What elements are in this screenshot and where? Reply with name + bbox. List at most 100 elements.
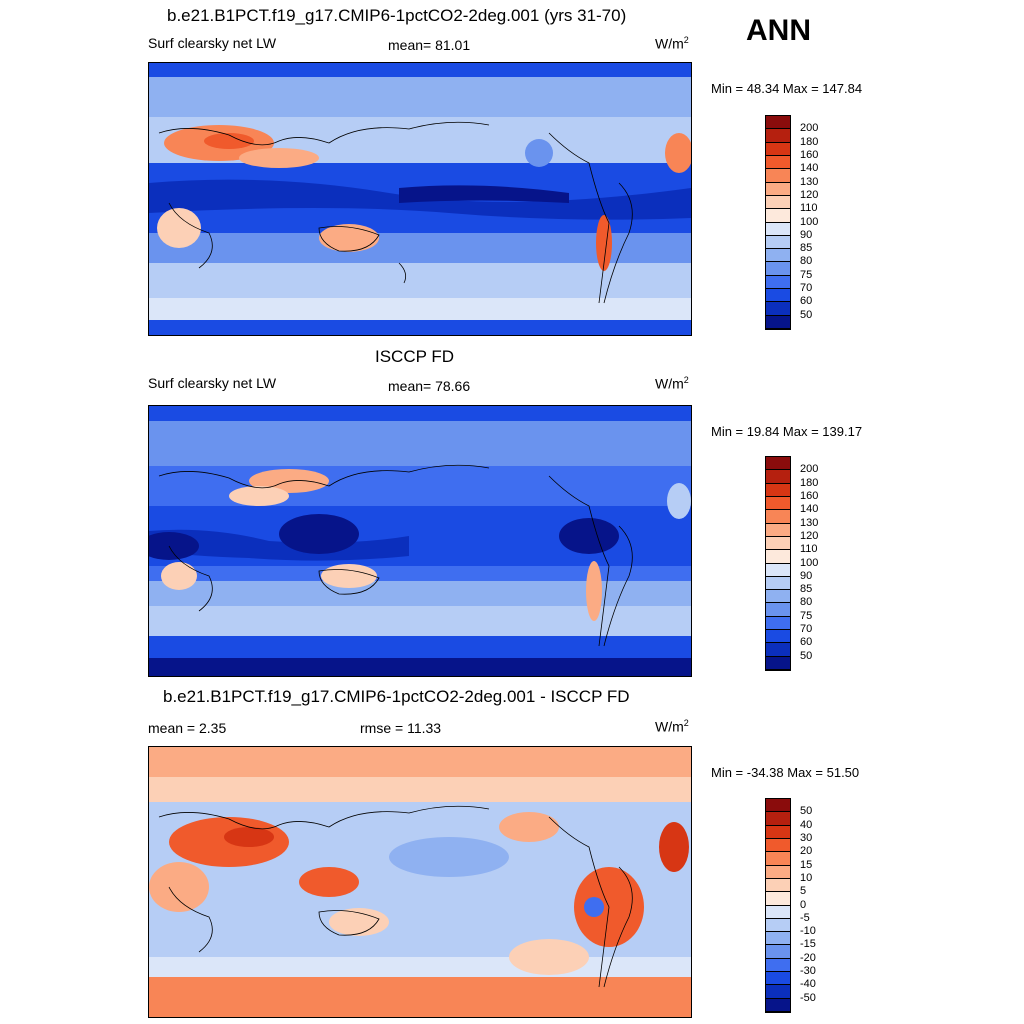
- colorbar-tick-label: 160: [800, 148, 819, 161]
- colorbar-tick-label: 100: [800, 215, 819, 228]
- colorbar-tick-label: 110: [800, 202, 818, 215]
- panel3-minmax: Min = -34.38 Max = 51.50: [711, 765, 860, 780]
- colorbar-box: [766, 972, 790, 986]
- colorbar-box: [766, 865, 790, 879]
- panel1-units: W/m2: [655, 35, 689, 52]
- colorbar-tick-label: -10: [800, 925, 816, 938]
- colorbar-box: [766, 536, 790, 551]
- panel1-mean-label: mean= 81.01: [388, 37, 471, 53]
- colorbar-tick-label: 70: [800, 282, 813, 295]
- colorbar-tick-label: 130: [800, 175, 819, 188]
- colorbar-box: [766, 998, 790, 1012]
- colorbar-box: [766, 116, 790, 130]
- colorbar-tick-label: -20: [800, 951, 816, 964]
- colorbar-box: [766, 155, 790, 170]
- colorbar-box: [766, 878, 790, 893]
- colorbar-tick-label: 10: [800, 871, 813, 884]
- colorbar-tick-label: 140: [800, 162, 819, 175]
- colorbar-box: [766, 603, 790, 617]
- colorbar-tick-label: 110: [800, 543, 818, 556]
- panel3-mean-label: mean = 2.35: [148, 720, 227, 736]
- panel1-minmax: Min = 48.34 Max = 147.84: [711, 81, 863, 96]
- colorbar-tick-label: 90: [800, 228, 813, 241]
- panel1-title: b.e21.B1PCT.f19_g17.CMIP6-1pctCO2-2deg.0…: [167, 6, 627, 25]
- colorbar-tick-label: -50: [800, 991, 816, 1004]
- colorbar-tick-label: 5: [800, 885, 807, 898]
- colorbar-box: [766, 129, 790, 143]
- colorbar-box: [766, 576, 790, 591]
- colorbar-tick-label: 40: [800, 818, 813, 831]
- colorbar-box: [766, 262, 790, 276]
- colorbar-box: [766, 812, 790, 826]
- panel3-rmse-label: rmse = 11.33: [360, 720, 442, 736]
- colorbar-box: [766, 235, 790, 250]
- colorbar-tick-label: 60: [800, 295, 813, 308]
- panel1-colorbar: 200 180 160 140 130 120 110 100 90 85 80 75 70 60 50: [765, 115, 818, 330]
- colorbar-tick-label: 70: [800, 623, 813, 636]
- colorbar-box: [766, 457, 790, 471]
- colorbar-box: [766, 315, 790, 329]
- colorbar-box: [766, 483, 790, 497]
- panel1-map: [148, 62, 692, 336]
- colorbar-box: [766, 905, 790, 919]
- colorbar-box: [766, 195, 790, 210]
- panel2-map: [148, 405, 692, 677]
- colorbar-box: [766, 550, 790, 564]
- colorbar-box: [766, 643, 790, 657]
- colorbar-box: [766, 825, 790, 839]
- colorbar-tick-label: 50: [800, 649, 813, 662]
- colorbar-box: [766, 656, 790, 670]
- colorbar-tick-label: -5: [800, 911, 810, 924]
- panel2-mean-label: mean= 78.66: [388, 378, 471, 394]
- colorbar-tick-label: 140: [800, 503, 819, 516]
- colorbar-tick-label: 20: [800, 845, 813, 858]
- colorbar-tick-label: 100: [800, 556, 819, 569]
- colorbar-tick-label: 50: [800, 308, 813, 321]
- panel3-map: [148, 746, 692, 1018]
- colorbar-tick-label: 50: [800, 805, 813, 818]
- colorbar-box: [766, 302, 790, 316]
- colorbar-box: [766, 838, 790, 853]
- colorbar-box: [766, 275, 790, 290]
- colorbar-tick-label: 130: [800, 516, 819, 529]
- colorbar-box: [766, 249, 790, 263]
- colorbar-tick-label: 75: [800, 609, 813, 622]
- colorbar-box: [766, 630, 790, 644]
- colorbar-box: [766, 169, 790, 183]
- colorbar-tick-label: 180: [800, 476, 819, 489]
- colorbar-box: [766, 563, 790, 577]
- colorbar-tick-label: 120: [800, 529, 819, 542]
- colorbar-tick-label: -15: [800, 938, 816, 951]
- colorbar-box: [766, 616, 790, 631]
- colorbar-tick-label: 30: [800, 831, 813, 844]
- colorbar-tick-label: 75: [800, 268, 813, 281]
- colorbar-tick-label: 0: [800, 898, 807, 911]
- panel2-title: ISCCP FD: [375, 347, 455, 366]
- colorbar-tick-label: 15: [800, 858, 813, 871]
- colorbar-box: [766, 852, 790, 866]
- colorbar-box: [766, 945, 790, 959]
- panel2-variable-label: Surf clearsky net LW: [148, 375, 277, 391]
- colorbar-tick-label: 120: [800, 188, 819, 201]
- colorbar-tick-label: 90: [800, 569, 813, 582]
- panel3-units: W/m2: [655, 718, 689, 735]
- colorbar-tick-label: -40: [800, 978, 816, 991]
- colorbar-tick-label: 200: [800, 122, 819, 135]
- colorbar-box: [766, 590, 790, 604]
- panel2-colorbar: 200 180 160 140 130 120 110 100 90 85 80 75 70 60 50: [765, 456, 818, 671]
- panel1-variable-label: Surf clearsky net LW: [148, 35, 277, 51]
- colorbar-box: [766, 523, 790, 537]
- colorbar-tick-label: -30: [800, 965, 816, 978]
- colorbar-box: [766, 209, 790, 223]
- colorbar-box: [766, 496, 790, 511]
- colorbar-box: [766, 799, 790, 813]
- colorbar-box: [766, 892, 790, 906]
- colorbar-tick-label: 200: [800, 463, 819, 476]
- colorbar-tick-label: 80: [800, 255, 813, 268]
- panel3-colorbar: 50 40 30 20 15 10 5 0 -5 -10 -15 -20 -30 -40 -50: [765, 798, 816, 1013]
- colorbar-tick-label: 60: [800, 636, 813, 649]
- colorbar-box: [766, 958, 790, 973]
- colorbar-box: [766, 222, 790, 236]
- colorbar-box: [766, 470, 790, 484]
- colorbar-box: [766, 510, 790, 524]
